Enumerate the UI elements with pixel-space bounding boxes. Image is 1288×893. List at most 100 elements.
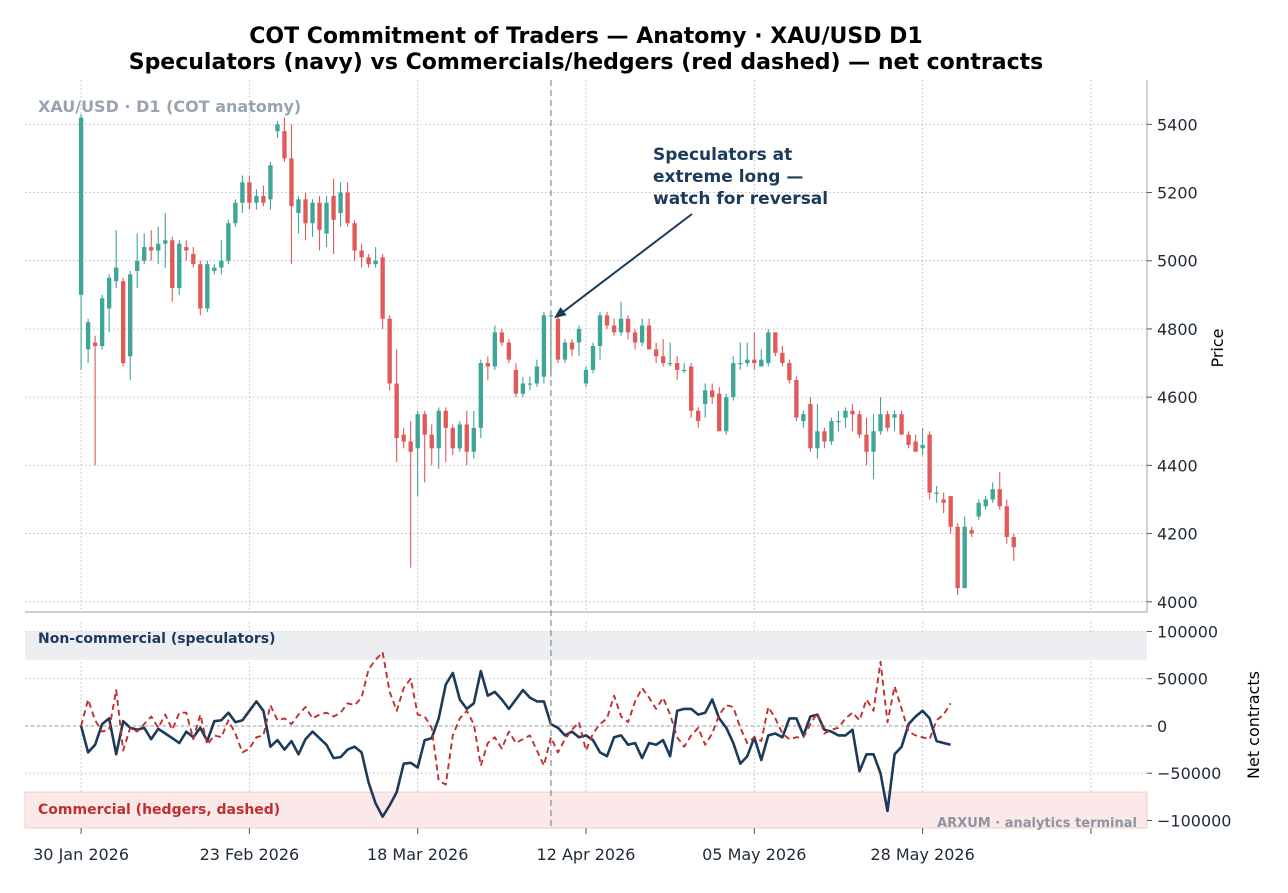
price-axis-label: Price [1208,328,1227,367]
candle-body [443,410,448,428]
watermark: XAU/USD · D1 (COT anatomy) [38,97,301,116]
candle-body [724,397,729,432]
candle-body [457,424,462,449]
candle-body [261,195,266,203]
candle-body [436,410,441,449]
annotation-arrow-head [553,307,567,319]
candle-body [338,192,343,213]
candle-body [801,414,806,422]
candle-body [212,267,217,271]
annotation-text-line: watch for reversal [653,189,828,209]
candle-body [268,165,273,200]
candle-body [752,359,757,364]
candle-body [899,414,904,435]
candle-body [177,243,182,289]
candle-body [857,414,862,435]
candle-body [576,328,582,343]
band-label-hedgers: Commercial (hedgers, dashed) [38,802,280,818]
candle-body [745,359,750,364]
commercials-net-line [80,651,952,786]
candle-body [618,318,624,333]
x-tick-label: 05 May 2026 [702,845,806,864]
candle-body [310,202,315,224]
chart-title-line2: Speculators (navy) vs Commercials/hedger… [129,50,1044,75]
chart-title-line1: COT Commitment of Traders — Anatomy · XA… [249,24,922,49]
candle-body [366,257,371,265]
candle-body [962,526,967,589]
candle-body [135,260,140,271]
candle-body [408,441,413,452]
candle-body [317,202,322,231]
candle-body [674,363,680,370]
band-speculators [25,631,1147,660]
candle-body [128,274,133,357]
candle-body [163,240,168,244]
candle-body [471,427,476,452]
candle-body [983,499,988,507]
candle-body [352,223,357,251]
candle-body [590,346,596,370]
candle-body [113,267,119,282]
candle-body [990,489,995,500]
candle-body [976,502,981,517]
candle-body [541,315,547,377]
candle-body [485,363,490,367]
candle-body [198,264,203,309]
candle-body [625,318,631,333]
candle-body [569,342,575,350]
candle-body [934,492,939,494]
candle-body [780,352,785,364]
candle-body [555,318,561,360]
candle-body [429,434,434,449]
price-tick-label: 5400 [1157,115,1198,134]
candle-body [696,410,701,422]
candle-body [450,427,455,449]
candle-body [401,434,406,442]
price-tick-label: 5200 [1157,184,1198,203]
candle-body [703,390,708,404]
candle-body [289,158,294,207]
candle-body [731,363,736,398]
candle-body [653,349,659,357]
candle-body [892,414,897,418]
candle-body [822,431,827,442]
candle-body [92,342,98,346]
candle-body [871,431,876,452]
candle-body [247,182,252,203]
candle-body [85,322,91,350]
cot-series [79,651,952,819]
candle-body [920,444,925,449]
cot-tick-label: 100000 [1157,622,1218,641]
candle-body [955,526,960,589]
candle-body [156,243,161,251]
candle-body [387,318,392,384]
candle-body [422,414,427,435]
candle-body [597,315,603,346]
candle-body [906,434,911,445]
candle-body [927,434,932,493]
x-tick-label: 23 Feb 2026 [200,845,300,864]
price-tick-label: 4600 [1157,388,1198,407]
cot-tick-label: −100000 [1157,811,1231,830]
candle-body [296,199,301,213]
speculators-net-line [79,669,951,819]
candle-body [149,247,154,251]
price-tick-label: 4000 [1157,593,1198,612]
annotation-text-line: extreme long — [653,167,803,187]
overlay-layer: XAU/USD · D1 (COT anatomy) ARXUM · analyt… [38,80,1137,831]
candle-body [815,431,820,449]
x-tick-label: 28 May 2026 [870,845,974,864]
candle-body [170,240,175,289]
axis-layer: 4000 4200 4400 4600 4800 5000 5200 5400 −100000 −… [25,80,1263,864]
candle-body [527,383,533,385]
candle-body [121,281,126,364]
candle-body [759,359,764,367]
candle-body [808,403,813,449]
candle-body [787,363,792,381]
candle-body [864,434,869,452]
candle-body [184,247,189,251]
candle-body [646,325,652,350]
candle-body [689,366,694,411]
